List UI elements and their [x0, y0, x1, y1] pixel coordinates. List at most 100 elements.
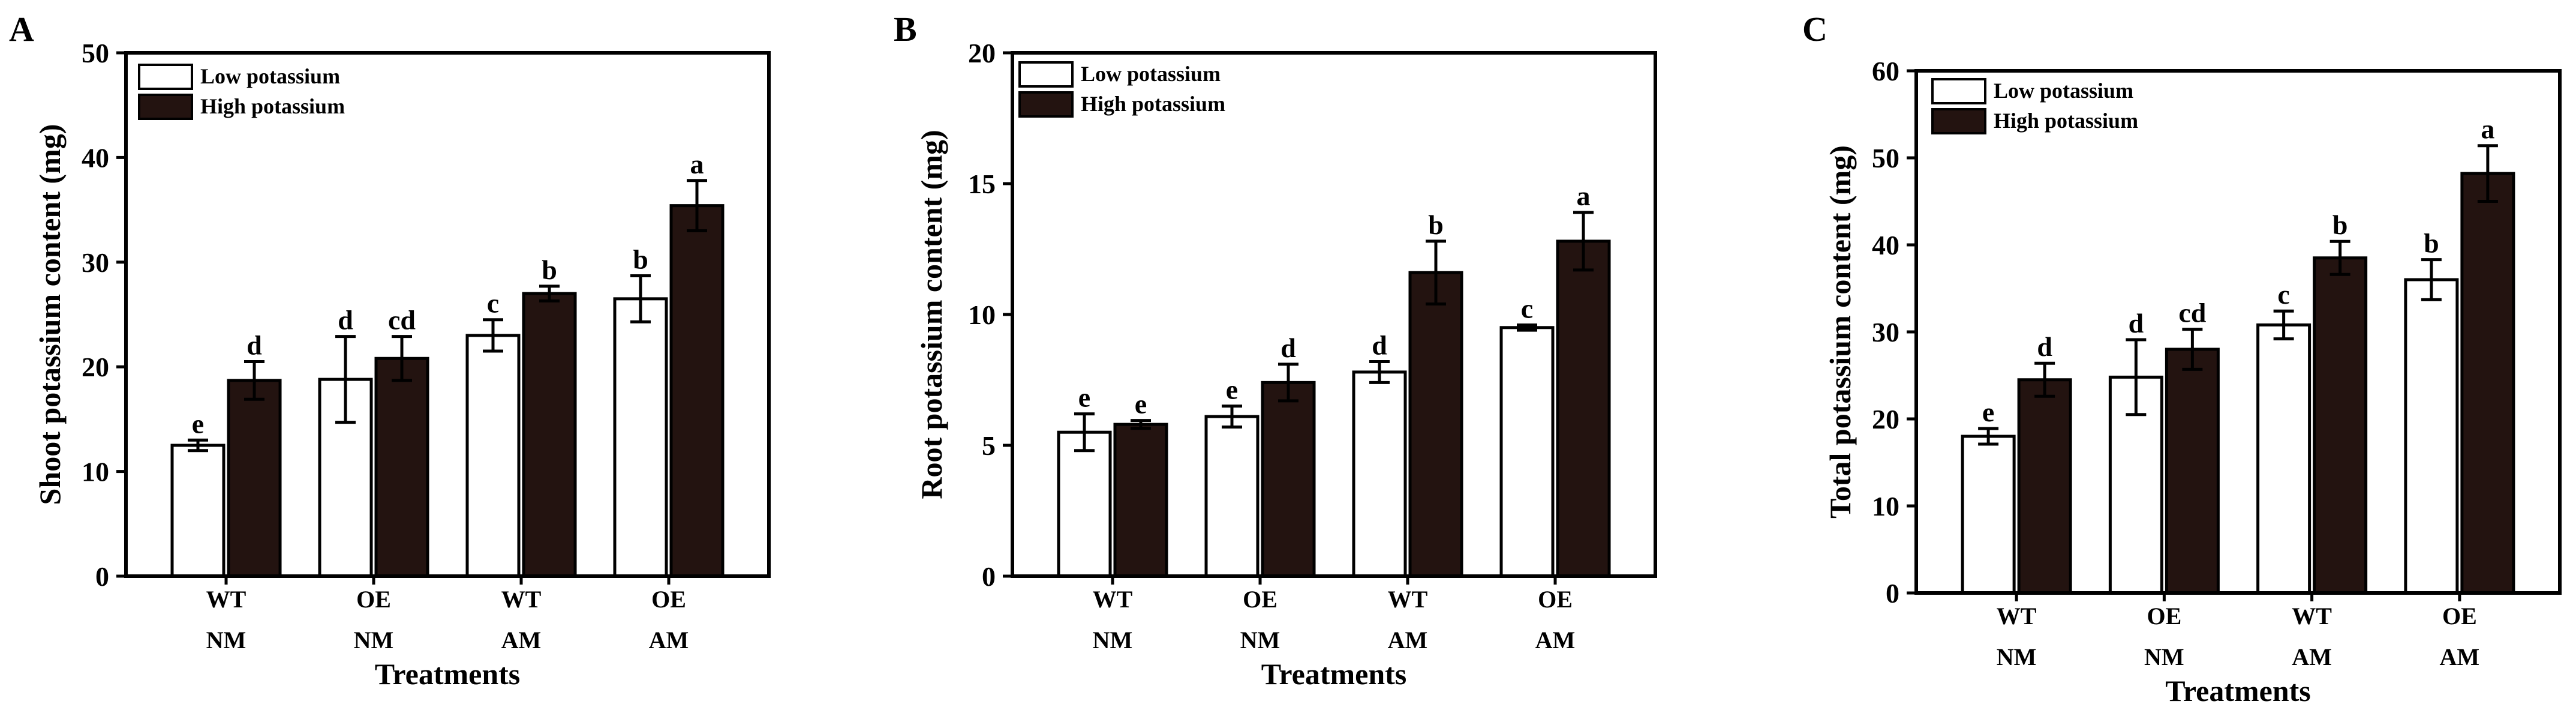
significance-letter: a — [690, 149, 704, 179]
y-tick-label: 40 — [1872, 230, 1899, 260]
significance-letter: d — [247, 329, 262, 360]
y-tick-label: 50 — [1872, 143, 1899, 173]
legend-label-high: High potassium — [200, 94, 345, 118]
y-tick-label: 0 — [982, 561, 996, 592]
legend-swatch-high — [138, 94, 193, 120]
significance-letter: d — [2129, 308, 2144, 338]
bar-high-potassium — [227, 379, 282, 578]
x-category-genotype: WT — [1388, 586, 1428, 613]
bar-high-potassium — [669, 204, 725, 578]
legend-label-high: High potassium — [1081, 92, 1225, 116]
significance-letter: e — [1135, 389, 1147, 420]
y-axis-title: Total potassium content (mg) — [1823, 145, 1857, 519]
x-category-mycorrhiza: AM — [649, 627, 689, 654]
y-tick-label: 60 — [1872, 56, 1899, 86]
x-category-mycorrhiza: AM — [2440, 643, 2480, 670]
x-axis-title: Treatments — [1261, 657, 1407, 691]
plot-frame — [1914, 69, 2562, 595]
significance-letter: d — [1281, 332, 1296, 363]
bar-low-potassium — [2256, 323, 2312, 595]
bar-high-potassium — [1261, 381, 1316, 578]
legend-swatch-high — [1931, 108, 1986, 134]
bar-low-potassium — [613, 297, 668, 578]
y-tick-label: 20 — [968, 38, 996, 68]
panel-letter: A — [9, 10, 34, 49]
y-tick-label: 20 — [82, 352, 109, 382]
significance-letter: cd — [388, 305, 416, 335]
significance-letter: c — [2277, 279, 2289, 310]
x-category-mycorrhiza: AM — [1535, 627, 1576, 654]
significance-letter: a — [2481, 114, 2494, 145]
legend-swatch-low — [1931, 78, 1986, 104]
y-tick-label: 20 — [1872, 404, 1899, 435]
legend-swatch-low — [138, 64, 193, 90]
bar-low-potassium — [1961, 435, 2016, 595]
bar-high-potassium — [1556, 239, 1611, 578]
x-category-mycorrhiza: NM — [206, 627, 247, 654]
significance-letter: c — [487, 288, 499, 319]
bar-low-potassium — [1057, 430, 1112, 578]
x-category-genotype: OE — [651, 586, 686, 613]
significance-letter: b — [1428, 209, 1444, 240]
legend: Low potassium High potassium — [1018, 61, 1225, 118]
significance-letter: a — [1577, 181, 1591, 211]
bar-high-potassium — [1408, 271, 1463, 578]
bar-low-potassium — [2404, 278, 2459, 595]
plot-frame — [1011, 51, 1657, 578]
y-tick-label: 30 — [1872, 317, 1899, 347]
x-category-mycorrhiza: NM — [2144, 643, 2184, 670]
y-tick-label: 10 — [968, 299, 996, 330]
x-category-genotype: WT — [1997, 603, 2037, 630]
bar-low-potassium — [1499, 326, 1555, 578]
x-category-genotype: OE — [1243, 586, 1278, 613]
significance-letter: c — [1521, 293, 1533, 323]
panel-b: B 0 5 10 15 20 Root potassium content (mg) e e WT… — [894, 10, 1657, 691]
legend-label-high: High potassium — [1994, 109, 2138, 133]
legend-label-low: Low potassium — [1081, 62, 1221, 86]
legend-label-low: Low potassium — [1994, 79, 2133, 103]
bar-high-potassium — [2460, 172, 2515, 595]
y-tick-label: 50 — [82, 38, 109, 68]
x-category-genotype: OE — [2147, 603, 2181, 630]
legend-label-low: Low potassium — [200, 64, 340, 88]
y-tick-label: 5 — [982, 430, 996, 461]
legend-swatch-low — [1018, 61, 1074, 88]
x-category-genotype: WT — [2292, 603, 2332, 630]
bar-low-potassium — [170, 444, 226, 578]
x-category-mycorrhiza: NM — [354, 627, 394, 654]
significance-letter: e — [1982, 397, 1994, 427]
panel-a: A 0 10 20 30 40 50 Shoot potassium content (mg)… — [9, 10, 771, 691]
x-axis-title: Treatments — [375, 657, 521, 691]
legend: Low potassium High potassium — [1931, 78, 2138, 134]
legend-swatch-high — [1018, 91, 1074, 118]
x-category-mycorrhiza: AM — [501, 627, 542, 654]
bar-high-potassium — [374, 356, 429, 578]
bar-low-potassium — [318, 378, 373, 578]
significance-letter: b — [633, 244, 648, 274]
bar-high-potassium — [522, 292, 577, 578]
x-category-genotype: WT — [1093, 586, 1133, 613]
y-axis-title: Shoot potassium content (mg) — [33, 124, 67, 505]
significance-letter: e — [1226, 375, 1238, 405]
x-category-genotype: OE — [356, 586, 391, 613]
y-tick-label: 40 — [82, 142, 109, 173]
x-category-genotype: OE — [1538, 586, 1573, 613]
x-axis-title: Treatments — [2165, 674, 2311, 708]
bar-high-potassium — [1113, 423, 1168, 578]
legend: Low potassium High potassium — [138, 64, 345, 120]
bar-high-potassium — [2017, 378, 2072, 595]
significance-letter: d — [2037, 331, 2052, 362]
significance-letter: e — [1078, 382, 1090, 413]
y-tick-label: 30 — [82, 247, 109, 278]
panel-letter: C — [1802, 10, 1827, 49]
significance-letter: e — [192, 408, 204, 439]
x-category-mycorrhiza: NM — [1240, 627, 1281, 654]
significance-letter: d — [338, 305, 353, 335]
bar-low-potassium — [465, 334, 521, 578]
x-category-mycorrhiza: NM — [1997, 643, 2037, 670]
x-category-genotype: WT — [206, 586, 247, 613]
significance-letter: b — [542, 254, 557, 285]
bar-high-potassium — [2313, 256, 2368, 595]
x-category-mycorrhiza: AM — [2292, 643, 2332, 670]
